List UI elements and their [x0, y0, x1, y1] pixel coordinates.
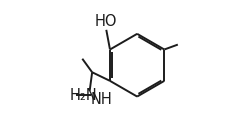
Text: HO: HO — [94, 14, 117, 29]
Text: H₂N: H₂N — [70, 88, 98, 102]
Text: NH: NH — [91, 92, 113, 107]
